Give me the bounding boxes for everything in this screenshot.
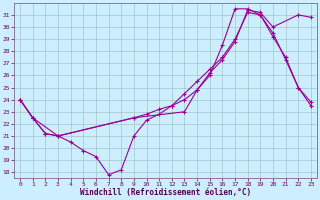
X-axis label: Windchill (Refroidissement éolien,°C): Windchill (Refroidissement éolien,°C): [80, 188, 251, 197]
